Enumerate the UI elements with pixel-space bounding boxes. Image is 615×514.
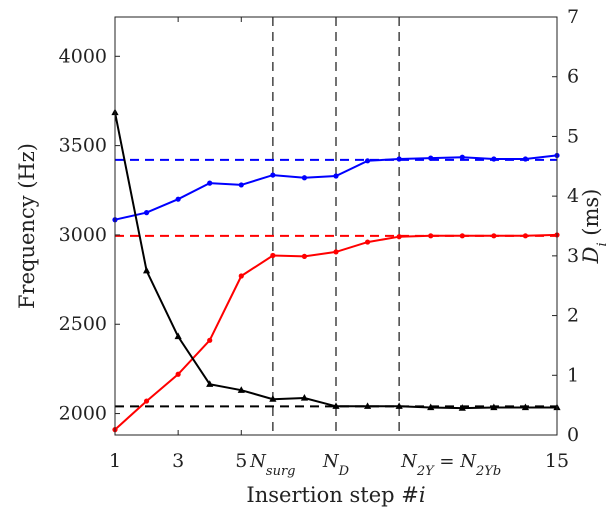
y-left-tick-label: 4000	[59, 45, 107, 67]
data-point	[428, 233, 434, 239]
y-left-tick-label: 2500	[59, 313, 107, 335]
y-right-tick-label: 4	[567, 185, 579, 207]
data-point	[459, 154, 465, 160]
data-point	[364, 158, 371, 164]
data-point	[270, 172, 276, 178]
data-point	[301, 253, 308, 259]
data-point	[333, 173, 339, 179]
data-point	[175, 196, 181, 202]
x-tick-label: 5	[235, 450, 247, 472]
data-point	[238, 182, 244, 188]
data-point	[237, 386, 245, 393]
data-point	[143, 210, 150, 216]
data-point	[301, 175, 308, 181]
vline-label-n2y: N2Y = N2Yb	[400, 451, 501, 479]
y-right-tick-label: 0	[567, 424, 579, 446]
data-point	[491, 156, 497, 162]
y-right-tick-label: 7	[567, 6, 579, 28]
x-tick-label: 3	[172, 450, 184, 472]
data-point	[142, 266, 151, 274]
data-point	[143, 398, 150, 404]
data-point	[427, 403, 435, 411]
x-axis-label: Insertion step #i	[246, 483, 425, 507]
data-point	[522, 156, 529, 162]
y-right-tick-label: 6	[567, 66, 579, 88]
data-point	[364, 239, 371, 245]
vline-label-nd: ND	[322, 451, 350, 479]
data-point	[459, 233, 465, 239]
data-point	[458, 404, 466, 411]
axis-labels: 1 3 5 15 2000 2500 3000 3500 4000 0 1 2 3 4 5 6 7 Nsurg ND…	[15, 6, 610, 507]
y-left-tick-label: 2000	[59, 403, 107, 425]
x-tick-label: 15	[545, 450, 569, 472]
data-point	[490, 403, 498, 411]
y-right-axis-label: Di (ms)	[579, 189, 610, 265]
data-point	[491, 233, 497, 239]
data-point	[238, 273, 244, 279]
data-point	[363, 402, 372, 409]
y-left-tick-label: 3500	[59, 135, 107, 157]
data-point	[270, 252, 276, 259]
y-right-tick-label: 3	[567, 245, 579, 267]
axis-ticks	[114, 16, 558, 436]
data-point	[174, 332, 182, 340]
data-point	[332, 402, 340, 409]
data-point	[206, 380, 214, 387]
series-lines	[111, 108, 561, 433]
vline-label-nsurg: Nsurg	[249, 451, 295, 479]
data-point	[395, 402, 403, 409]
y-right-tick-label: 1	[567, 364, 579, 386]
y-left-axis-label: Frequency (Hz)	[15, 143, 39, 309]
data-point	[522, 233, 529, 239]
x-tick-label: 1	[109, 450, 121, 472]
data-point	[428, 155, 434, 161]
y-right-tick-label: 5	[567, 125, 579, 147]
data-point	[300, 393, 309, 401]
data-point	[333, 249, 339, 255]
y-left-tick-label: 3000	[59, 224, 107, 246]
y-right-tick-label: 2	[567, 305, 579, 327]
data-point	[396, 156, 402, 162]
data-point	[175, 371, 181, 377]
data-point	[269, 395, 277, 402]
data-point	[396, 234, 402, 240]
vertical-marker-lines	[272, 17, 400, 435]
data-point	[521, 403, 530, 411]
data-point	[207, 180, 213, 186]
data-point	[207, 337, 213, 343]
plot-frame	[114, 16, 558, 436]
